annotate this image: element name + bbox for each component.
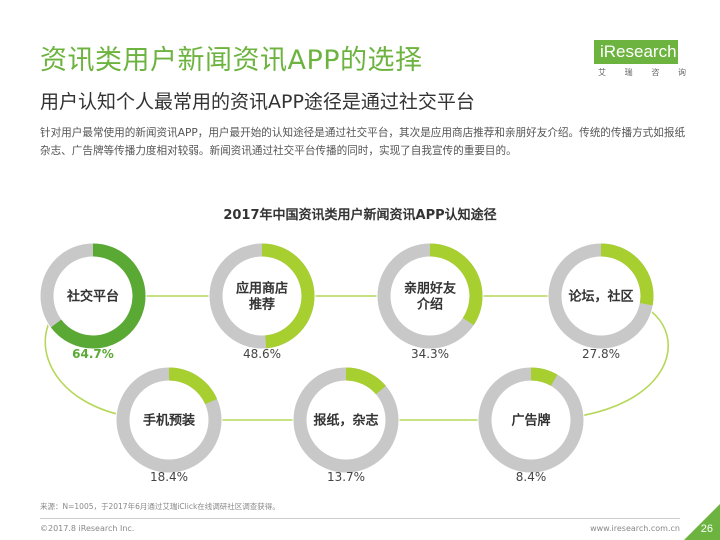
page-description: 针对用户最常使用的新闻资讯APP，用户最开始的认知途径是通过社交平台，其次是应用… — [40, 127, 686, 157]
donut-value-label: 18.4% — [150, 470, 188, 484]
donut-arc — [377, 243, 483, 349]
logo-char: 瑞 — [624, 68, 633, 77]
logo-char: 艾 — [598, 68, 606, 77]
donut-label: 手机预装 — [143, 413, 195, 429]
website-link[interactable]: www.iresearch.com.cn — [590, 524, 680, 533]
donut-arc — [478, 367, 584, 473]
donut-item: 广告牌 8.4% — [477, 366, 585, 484]
donut-value-label: 8.4% — [516, 470, 547, 484]
donut-value-label: 48.6% — [243, 347, 281, 361]
donut-label: 论坛，社区 — [568, 289, 633, 305]
donut-label: 社交平台 — [66, 289, 119, 305]
page-corner — [684, 504, 720, 540]
donut-arc — [209, 243, 315, 349]
source-note: 来源：N=1005，于2017年6月通过艾瑞iClick在线调研社区调查获得。 — [40, 502, 280, 511]
donut-label: 报纸，杂志 — [313, 413, 378, 429]
donut-arc — [548, 243, 654, 349]
donut-label: 介绍 — [416, 297, 443, 313]
donut-backdrop — [477, 366, 585, 474]
donut-backdrop — [115, 366, 223, 474]
donut-label: 广告牌 — [511, 413, 550, 429]
copyright: ©2017.8 iResearch Inc. — [40, 524, 135, 533]
logo-char: 询 — [677, 68, 686, 77]
donut-backdrop — [39, 242, 147, 350]
donut-label: 推荐 — [249, 297, 275, 313]
donut-item: 手机预装 18.4% — [115, 366, 223, 484]
donut-arc — [293, 367, 399, 473]
donut-value-label: 27.8% — [582, 347, 620, 361]
donut-backdrop — [376, 242, 484, 350]
chart-title: 2017年中国资讯类用户新闻资讯APP认知途径 — [223, 208, 497, 223]
donut-item: 报纸，杂志 13.7% — [292, 366, 400, 484]
logo-char: 咨 — [651, 68, 660, 77]
page-number: 26 — [700, 523, 713, 535]
donut-layer: 社交平台 64.7% 应用商店推荐 48.6% 亲朋好友介绍 34.3% 论坛，社区 27.8… — [39, 242, 655, 484]
donut-value-label: 64.7% — [72, 347, 114, 361]
donut-arc — [116, 367, 222, 473]
donut-backdrop — [292, 366, 400, 474]
donut-item: 亲朋好友介绍 34.3% — [376, 242, 484, 361]
page-subtitle: 用户认知个人最常用的资讯APP途径是通过社交平台 — [40, 91, 475, 113]
donut-item: 应用商店推荐 48.6% — [208, 242, 316, 361]
logo-text: iResearch — [594, 40, 678, 64]
donut-item: 论坛，社区 27.8% — [547, 242, 655, 361]
donut-backdrop — [547, 242, 655, 350]
donut-item: 社交平台 64.7% — [39, 242, 147, 361]
logo-subtitle: 艾 瑞 咨 询 — [598, 67, 686, 78]
iresearch-logo: iResearch 艾 瑞 咨 询 — [594, 40, 686, 82]
donut-label: 亲朋好友 — [404, 281, 456, 297]
donut-value-label: 34.3% — [411, 347, 449, 361]
donut-arc — [40, 243, 146, 349]
footer-divider — [40, 518, 680, 519]
donut-label: 应用商店 — [236, 281, 288, 297]
donut-value-label: 13.7% — [327, 470, 365, 484]
donut-backdrop — [208, 242, 316, 350]
page-title: 资讯类用户新闻资讯APP的选择 — [40, 45, 423, 76]
